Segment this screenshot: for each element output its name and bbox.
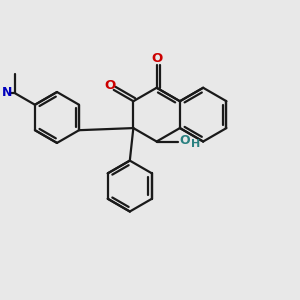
Text: O: O: [104, 79, 115, 92]
Text: H: H: [190, 139, 200, 149]
Text: O: O: [179, 134, 190, 147]
Text: N: N: [2, 86, 13, 99]
Text: O: O: [151, 52, 162, 64]
